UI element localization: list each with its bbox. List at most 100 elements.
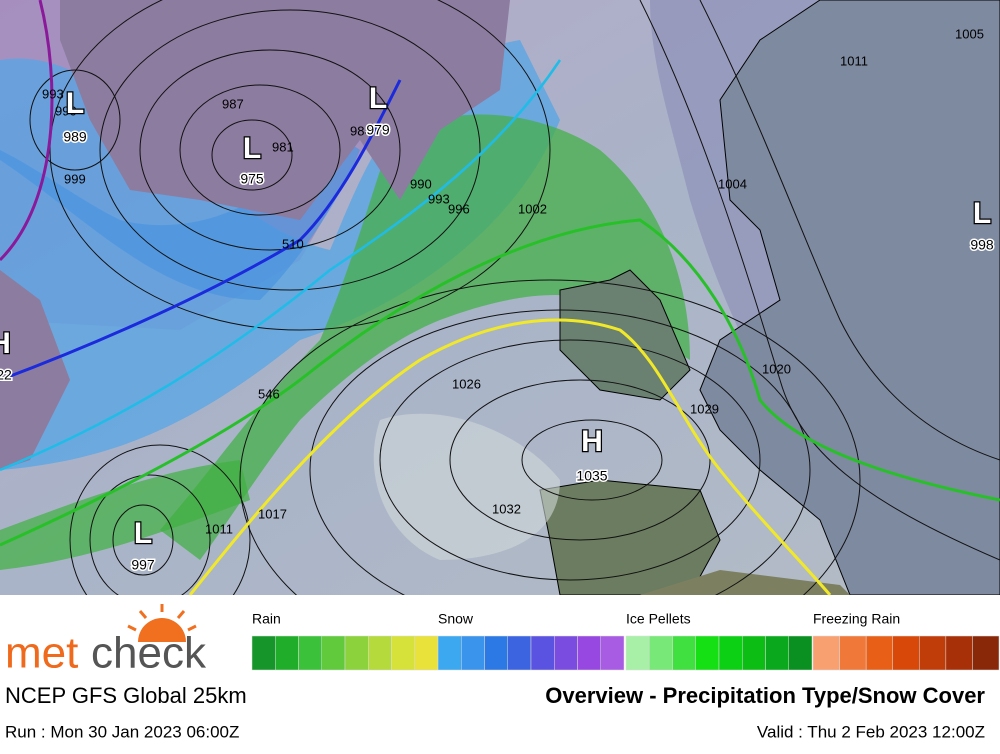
map: 993 990 999 987 981 984 990 993 996 1002… — [0, 0, 1000, 595]
center-value: 997 — [131, 557, 155, 573]
isobar — [29, 69, 121, 171]
legend-swatch — [788, 635, 813, 671]
center-value: 998 — [970, 237, 994, 253]
center-value: 1035 — [576, 468, 607, 484]
isobar — [239, 279, 861, 595]
greenland — [60, 0, 510, 220]
isobar-label: 1011 — [840, 53, 868, 68]
legend-swatch — [625, 635, 650, 671]
isobar-label: 993 — [42, 86, 64, 101]
logo: met check — [5, 604, 207, 678]
product-title: Overview - Precipitation Type/Snow Cover — [545, 683, 985, 708]
center-symbol: L — [369, 82, 387, 115]
legend-swatch — [742, 635, 766, 671]
isobars — [29, 0, 1000, 595]
isobar — [309, 309, 811, 595]
legend-swatch — [554, 635, 578, 671]
legend-swatch — [368, 635, 392, 671]
isobar-label: 984 — [350, 123, 372, 138]
legend-swatch — [972, 635, 1000, 671]
clear-area — [373, 413, 560, 560]
isobar — [179, 84, 341, 216]
thickness-line — [188, 318, 832, 595]
legend-swatch — [484, 635, 508, 671]
center-value: 989 — [63, 129, 87, 145]
isobar — [449, 379, 711, 541]
legend-swatch — [718, 635, 743, 671]
legend-label: Freezing Rain — [813, 611, 900, 627]
thickness-line — [0, 218, 1000, 547]
logo-rays — [127, 604, 197, 632]
legend-swatch — [321, 635, 346, 671]
isobar — [379, 339, 761, 581]
center-symbol: L — [66, 87, 84, 120]
rain-area — [160, 114, 690, 561]
isobar-label: 1029 — [690, 401, 719, 416]
legend-swatch — [437, 635, 462, 671]
center-symbol: H — [581, 425, 603, 458]
isobar — [699, 0, 1000, 461]
center-symbol: L — [243, 132, 261, 165]
thickness-line — [0, 59, 562, 472]
isobar-labels: 993 990 999 987 981 984 990 993 996 1002… — [42, 26, 984, 536]
legend-swatch — [865, 635, 893, 671]
run-time: Run : Mon 30 Jan 2023 06:00Z — [5, 722, 239, 741]
legend-swatch — [298, 635, 322, 671]
isobar-label: 990 — [410, 176, 432, 191]
legend-label: Rain — [252, 611, 281, 627]
center-symbol: L — [134, 517, 152, 550]
legend-label: Snow — [438, 611, 474, 627]
legend-swatch — [414, 635, 439, 671]
legend-swatch — [672, 635, 696, 671]
isobar — [99, 9, 481, 291]
legend-swatch — [945, 635, 973, 671]
thickness-label: 510 — [282, 236, 304, 251]
legend-swatch — [577, 635, 601, 671]
isobar-label: 1011 — [205, 521, 233, 536]
isobar — [69, 444, 251, 595]
pressure-centers: L 989 L 975 L 979 L 998 H 22 L 997 H 103… — [0, 81, 995, 575]
isobar — [49, 0, 551, 331]
legend-swatch — [765, 635, 789, 671]
legend-swatch — [812, 635, 840, 671]
center-value: 979 — [366, 122, 390, 138]
legend-swatch — [839, 635, 867, 671]
isobar-label: 981 — [272, 139, 294, 154]
legend-swatch — [461, 635, 485, 671]
model-name: NCEP GFS Global 25km — [5, 683, 247, 708]
center-value: 975 — [240, 171, 264, 187]
center-value: 22 — [0, 367, 12, 383]
legend-swatch — [275, 635, 299, 671]
africa — [640, 570, 850, 595]
center-symbol: H — [0, 327, 11, 360]
legend-swatch — [344, 635, 369, 671]
isobar-label: 987 — [222, 96, 244, 111]
isobar-label: 1004 — [718, 176, 747, 191]
logo-sun — [138, 618, 186, 642]
isobar-label: 1032 — [492, 501, 521, 516]
brand: check — [91, 629, 207, 678]
legend-swatch — [530, 635, 555, 671]
legend-swatch — [251, 635, 276, 671]
isobar — [89, 474, 211, 595]
labrador — [0, 270, 70, 470]
isobar-label: 993 — [428, 191, 450, 206]
legend-swatch — [507, 635, 532, 671]
legend-swatch — [649, 635, 673, 671]
thickness-line — [0, 0, 54, 262]
europe — [699, 0, 1000, 595]
isobar — [521, 419, 663, 501]
thickness-line — [0, 79, 402, 382]
brand: met — [5, 629, 78, 678]
isobar-label: 999 — [64, 171, 86, 186]
legend: Rain Snow Ice Pellets Freezing Rain — [251, 611, 1000, 671]
valid-time: Valid : Thu 2 Feb 2023 12:00Z — [757, 722, 985, 741]
isobar — [139, 49, 401, 251]
legend-swatch — [695, 635, 720, 671]
legend-swatch — [600, 635, 625, 671]
isobar — [112, 504, 174, 576]
isobar-label: 1005 — [955, 26, 984, 41]
legend-swatch — [391, 635, 415, 671]
